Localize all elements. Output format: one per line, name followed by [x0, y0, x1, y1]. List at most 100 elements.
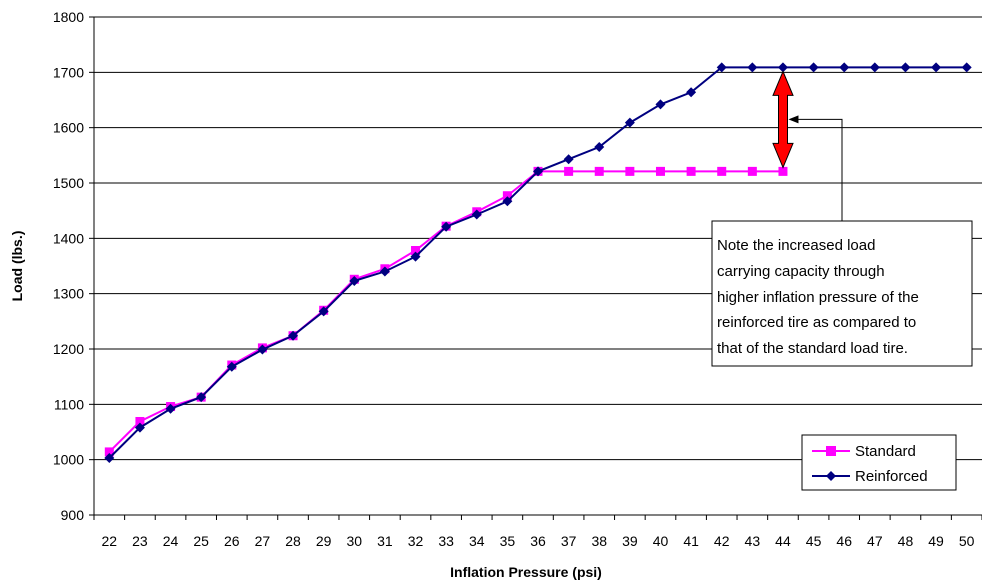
legend-box	[801, 434, 957, 491]
data-point	[104, 453, 115, 464]
y-tick-label: 1700	[53, 64, 84, 80]
x-tick-label: 44	[775, 533, 791, 549]
data-point	[533, 166, 543, 177]
x-tick-label: 27	[255, 533, 271, 549]
x-tick-label: 46	[836, 533, 852, 549]
data-point	[318, 306, 329, 317]
data-point	[655, 166, 665, 176]
axes	[93, 17, 982, 516]
data-point	[411, 246, 421, 256]
data-point	[502, 191, 512, 201]
y-tick-label: 1800	[53, 9, 84, 25]
data-point	[349, 275, 360, 286]
data-point	[900, 62, 911, 73]
x-tick-label: 43	[745, 533, 761, 549]
data-point	[471, 209, 482, 220]
data-point	[869, 62, 880, 73]
x-tick-label: 40	[653, 533, 669, 549]
y-tick-label: 1600	[53, 120, 84, 136]
x-tick-label: 23	[132, 533, 148, 549]
data-point	[839, 62, 850, 73]
series-line	[108, 170, 783, 453]
x-tick-label: 26	[224, 533, 240, 549]
data-point	[716, 62, 727, 73]
x-tick-label: 28	[285, 533, 301, 549]
y-tick-label: 1200	[53, 341, 84, 357]
x-tick-label: 42	[714, 533, 730, 549]
data-point	[196, 392, 207, 403]
x-tick-label: 37	[561, 533, 577, 549]
x-tick-label: 35	[500, 533, 516, 549]
legend-label-standard: Standard	[855, 443, 916, 460]
x-tick-label: 48	[898, 533, 914, 549]
x-tick-label: 32	[408, 533, 424, 549]
x-tick-label: 47	[867, 533, 883, 549]
y-tick-label: 1400	[53, 230, 84, 246]
data-point	[165, 403, 176, 414]
pointer-arrowhead	[788, 115, 799, 124]
data-point	[624, 117, 635, 128]
y-tick-label: 900	[61, 507, 85, 523]
legend-marker-standard	[826, 446, 836, 456]
series-reinforced	[104, 62, 972, 464]
data-point	[594, 142, 605, 153]
data-point	[717, 166, 727, 176]
data-point	[747, 62, 758, 73]
data-point	[686, 87, 697, 98]
legend: Standard Reinforced	[801, 434, 957, 491]
annotation-line: that of the standard load tire.	[717, 340, 908, 357]
data-point	[594, 166, 604, 176]
data-point	[441, 221, 452, 232]
data-point	[134, 422, 145, 433]
data-point	[257, 344, 268, 355]
data-point	[747, 166, 757, 176]
data-point	[104, 447, 114, 457]
x-tick-label: 22	[102, 533, 118, 549]
annotation-line: Note the increased load	[717, 237, 875, 254]
y-tick-label: 1500	[53, 175, 84, 191]
x-tick-label: 25	[193, 533, 209, 549]
x-axis-title: Inflation Pressure (psi)	[450, 564, 602, 580]
pointer-line	[798, 118, 843, 221]
x-axis-ticks: 22 23 24 25 26 27 28 29 30 31 32 33 34 35 36 37 38 39 40 41…	[93, 515, 982, 549]
legend-label-reinforced: Reinforced	[855, 468, 928, 485]
x-tick-label: 36	[530, 533, 546, 549]
data-point	[961, 62, 972, 73]
x-tick-label: 41	[683, 533, 699, 549]
y-tick-label: 1300	[53, 286, 84, 302]
x-tick-label: 31	[377, 533, 393, 549]
data-point	[931, 62, 942, 73]
data-point	[778, 166, 788, 176]
x-tick-label: 38	[591, 533, 607, 549]
x-tick-label: 29	[316, 533, 332, 549]
series-standard	[104, 166, 788, 457]
data-point	[135, 416, 145, 426]
x-tick-label: 34	[469, 533, 485, 549]
annotation: Note the increased load carrying capacit…	[711, 70, 973, 367]
data-point	[226, 361, 237, 372]
data-point	[808, 62, 819, 73]
grid-lines	[94, 16, 982, 461]
x-tick-label: 49	[928, 533, 944, 549]
data-point	[686, 166, 696, 176]
annotation-box	[711, 220, 973, 367]
y-tick-label: 1000	[53, 452, 84, 468]
x-tick-label: 45	[806, 533, 822, 549]
series-layer	[104, 62, 972, 464]
data-point	[655, 99, 666, 110]
legend-marker-reinforced	[826, 471, 836, 481]
data-point	[563, 154, 574, 165]
x-tick-label: 50	[959, 533, 975, 549]
x-tick-label: 39	[622, 533, 638, 549]
data-point	[777, 62, 788, 73]
annotation-line: higher inflation pressure of the	[717, 289, 919, 306]
data-point	[502, 196, 513, 207]
data-point	[410, 251, 421, 262]
annotation-line: carrying capacity through	[717, 263, 885, 280]
y-axis-ticks: 900 1000 1100 1200 1300 1400 1500 1600 1700 1800	[53, 9, 94, 523]
double-arrow	[772, 70, 794, 169]
x-tick-label: 24	[163, 533, 179, 549]
x-tick-label: 33	[438, 533, 454, 549]
y-axis-title: Load (lbs.)	[9, 231, 25, 302]
